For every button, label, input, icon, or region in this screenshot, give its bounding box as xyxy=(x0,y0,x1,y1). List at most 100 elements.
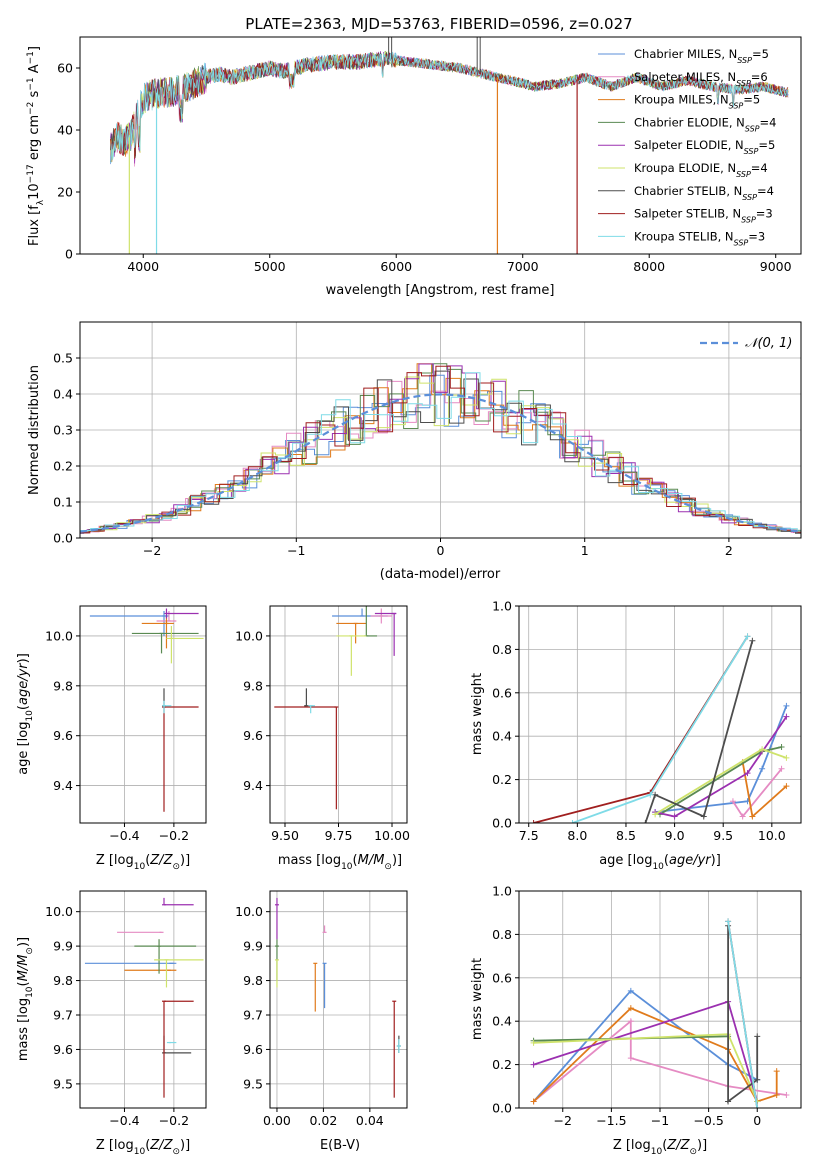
massZ-ylabel-part: ( xyxy=(16,981,31,986)
mass_weight_vs_Z-lines xyxy=(530,918,790,1108)
weight-marker xyxy=(754,1105,761,1108)
x-tick-label: −0.2 xyxy=(159,1113,189,1128)
weight-series-4 xyxy=(533,1000,759,1102)
mass_weight_vs_age-axes xyxy=(515,605,801,827)
legend-text: Kroupa STELIB, N xyxy=(634,229,734,243)
legend-text: Salpeter STELIB, N xyxy=(634,207,741,221)
mass_vs_Z-points xyxy=(84,897,204,1098)
ageZ-xlabel-part: ⊙ xyxy=(172,862,180,872)
legend-text: =4 xyxy=(760,115,777,129)
massZ-ylabel-part: 10 xyxy=(25,986,35,998)
y-tick-label: 10.0 xyxy=(235,904,263,919)
weight-series-1 xyxy=(732,768,783,819)
legend-sub: SSP xyxy=(744,147,759,156)
x-tick-label: 0.00 xyxy=(263,1113,291,1128)
massZ-xlabel-part: 10 xyxy=(134,1147,146,1157)
histogram-frame xyxy=(79,321,802,539)
x-tick-label: −0.4 xyxy=(109,1113,139,1128)
legend-label-2: Kroupa MILES, NSSP=5 xyxy=(634,93,760,111)
age_vs_mass-frame xyxy=(269,605,408,824)
weightAge-xlabel-part: 10 xyxy=(652,862,664,872)
y-tick-label: 0.6 xyxy=(492,685,512,700)
y-tick-label: 9.6 xyxy=(243,1042,263,1057)
y-tick-label: 9.6 xyxy=(243,728,263,743)
x-tick-label: 8000 xyxy=(633,259,665,274)
weightAge-xlabel-part: age [log xyxy=(599,853,652,868)
legend-sub: SSP xyxy=(736,78,751,87)
weight-marker xyxy=(759,746,766,753)
legend-text: Chabrier MILES, N xyxy=(634,47,737,61)
weight-marker xyxy=(700,813,707,820)
weight-marker xyxy=(627,1005,634,1012)
ageMass-xlabel-part: 10 xyxy=(341,862,353,872)
weight-marker xyxy=(530,820,537,823)
ageMass-xlabel-part: M/M xyxy=(358,853,385,868)
y-tick-label: 9.6 xyxy=(53,728,73,743)
legend-text: =6 xyxy=(751,70,768,84)
weight-marker xyxy=(647,791,654,798)
legend-text: Kroupa MILES, N xyxy=(634,93,729,107)
spectrum-ylabel: Flux [fλ10−17 erg cm−2 s−1 A−1] xyxy=(26,46,46,246)
mass_vs_ebv-axes xyxy=(266,891,407,1112)
ageZ-ylabel-part: 10 xyxy=(25,710,35,722)
ylabel-part: −1 xyxy=(26,77,36,90)
massZ-xlabel-part: )] xyxy=(180,1138,190,1153)
ylabel-part: Flux [f xyxy=(27,205,42,246)
weight-series-4 xyxy=(654,716,788,818)
y-tick-label: 9.7 xyxy=(53,1008,73,1023)
ylabel-part: s xyxy=(27,90,42,101)
ageMass-xlabel-part: ⊙ xyxy=(384,862,392,872)
x-tick-label: −2 xyxy=(554,1113,572,1128)
weight-marker xyxy=(783,754,790,761)
legend-label-8: Kroupa STELIB, NSSP=3 xyxy=(634,229,765,247)
y-tick-label: 9.8 xyxy=(243,973,263,988)
ylabel-part: −17 xyxy=(26,164,36,183)
x-tick-label: −2 xyxy=(143,543,161,558)
age_vs_mass-points xyxy=(274,606,397,810)
histogram-series-0 xyxy=(80,374,801,534)
y-tick-label: 1.0 xyxy=(492,884,512,899)
ageZ-xlabel-part: ( xyxy=(145,853,150,868)
legend-sub: SSP xyxy=(741,215,756,224)
y-tick-label: 0.2 xyxy=(53,459,73,474)
x-tick-label: 1 xyxy=(581,543,589,558)
y-tick-label: 0.8 xyxy=(492,927,512,942)
y-tick-label: 9.9 xyxy=(53,939,73,954)
massZ-xlabel: Z [log10(Z/Z⊙)] xyxy=(96,1138,190,1157)
massZ-xlabel-part: ( xyxy=(145,1138,150,1153)
y-tick-label: 1.0 xyxy=(492,599,512,614)
legend-text: =5 xyxy=(752,47,769,61)
y-tick-label: 9.4 xyxy=(53,778,73,793)
x-tick-label: 9.5 xyxy=(713,828,733,843)
ageMass-xlabel-part: ( xyxy=(353,853,358,868)
y-tick-label: 0 xyxy=(65,247,73,262)
legend-text: =3 xyxy=(756,207,773,221)
y-tick-label: 0.4 xyxy=(492,1014,512,1029)
legend-text: Kroupa ELODIE, N xyxy=(634,161,736,175)
x-tick-label: 10.00 xyxy=(374,828,410,843)
massZ-ylabel-part: )] xyxy=(16,937,31,947)
weightAge-xlabel-part: )] xyxy=(711,853,721,868)
y-tick-label: 0.6 xyxy=(492,970,512,985)
legend-text: Chabrier ELODIE, N xyxy=(634,115,745,129)
ylabel-part: 10 xyxy=(27,183,42,200)
y-tick-label: 0.4 xyxy=(53,387,73,402)
legend-text: =5 xyxy=(743,93,760,107)
chart-layer: 4000 5000 6000 7000 8000 90000204060wavelengt… xyxy=(16,36,802,1157)
y-tick-label: 9.5 xyxy=(243,1076,263,1091)
legend-sub: SSP xyxy=(734,238,749,247)
y-tick-label: 9.6 xyxy=(53,1042,73,1057)
legend-text: =5 xyxy=(758,138,775,152)
mass_weight_vs_age-frame xyxy=(518,605,802,824)
weight-marker xyxy=(729,798,736,805)
weight-marker xyxy=(627,987,634,994)
weight-marker xyxy=(627,1018,634,1025)
ylabel-part: λ xyxy=(36,199,46,205)
histogram-series-1 xyxy=(80,380,801,533)
weightZ-xlabel-part: 10 xyxy=(651,1147,663,1157)
weight-marker xyxy=(671,813,678,820)
ageZ-xlabel: Z [log10(Z/Z⊙)] xyxy=(96,853,190,872)
weight-marker xyxy=(749,813,756,820)
histogram-series-4 xyxy=(80,363,801,534)
y-tick-label: 0.4 xyxy=(492,729,512,744)
